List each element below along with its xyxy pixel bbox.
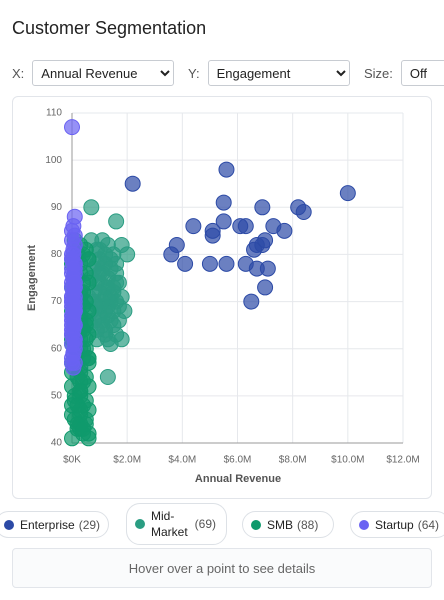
point <box>64 317 80 334</box>
legend-item[interactable]: SMB (88) <box>242 511 334 538</box>
point <box>276 222 293 239</box>
legend-label: Mid-Market <box>151 509 188 539</box>
chart: Annual Revenue Engagement 40 50 60 70 80 90 10… <box>26 108 420 485</box>
point <box>201 255 218 272</box>
legend-count: (64) <box>417 517 440 532</box>
point <box>64 232 80 249</box>
point <box>64 397 80 414</box>
point <box>163 246 180 263</box>
legend-count: (88) <box>297 517 319 532</box>
size-control: Size: Off <box>364 60 444 86</box>
point <box>108 213 125 230</box>
x-tick-label: $10.0M <box>331 455 364 466</box>
point <box>99 279 116 296</box>
legend-item[interactable]: Mid-Market (69) <box>126 503 227 545</box>
point <box>80 430 97 447</box>
x-axis-title: Annual Revenue <box>195 473 281 485</box>
y-tick-label: 110 <box>46 108 62 119</box>
point <box>218 255 235 272</box>
series-0 <box>124 161 356 310</box>
point <box>204 227 221 244</box>
point <box>215 194 232 211</box>
x-tick-label: $2.0M <box>113 455 141 466</box>
legend-item[interactable]: Enterprise (29) <box>0 511 109 538</box>
point <box>64 354 80 371</box>
y-control: Y: Engagement <box>188 60 350 86</box>
point <box>259 260 276 277</box>
control-label: X: <box>12 65 25 81</box>
point <box>215 213 232 230</box>
series-3 <box>64 119 83 376</box>
y-tick-label: 60 <box>51 343 63 354</box>
point <box>295 204 312 220</box>
y-tick-label: 70 <box>51 296 63 307</box>
point <box>257 279 274 296</box>
point <box>243 293 260 310</box>
point <box>246 241 263 258</box>
point <box>177 255 194 272</box>
x-tick-label: $6.0M <box>224 455 252 466</box>
legend-label: Enterprise <box>20 517 75 532</box>
y-tick-label: 100 <box>45 155 62 166</box>
y-tick-label: 80 <box>51 249 63 260</box>
point <box>185 218 202 235</box>
x-control: X: Annual Revenue <box>12 60 175 86</box>
x-tick-label: $8.0M <box>279 455 307 466</box>
point <box>99 369 116 385</box>
y-select[interactable]: Engagement <box>207 60 350 86</box>
legend-swatch <box>4 519 14 530</box>
legend-count: (69) <box>194 517 216 531</box>
point <box>237 218 254 235</box>
y-tick-label: 50 <box>51 390 63 401</box>
point <box>102 293 119 310</box>
y-tick-label: 90 <box>51 202 63 213</box>
page-title: Customer Segmentation <box>12 18 207 38</box>
control-label: Y: <box>188 65 200 81</box>
point <box>72 383 89 400</box>
point <box>83 199 100 216</box>
legend-count: (29) <box>78 517 101 532</box>
point <box>64 119 80 136</box>
x-tick-label: $4.0M <box>168 455 196 466</box>
legend-swatch <box>251 519 261 530</box>
legend-label: Startup <box>375 517 414 532</box>
legend-swatch <box>135 519 145 529</box>
control-label: Size: <box>364 65 393 81</box>
size-select[interactable]: Off <box>400 60 444 86</box>
legend-item[interactable]: Startup (64) <box>350 511 444 538</box>
point <box>254 199 271 216</box>
y-tick-label: 40 <box>51 438 63 449</box>
x-select[interactable]: Annual Revenue <box>32 60 175 86</box>
point <box>218 161 235 178</box>
point <box>80 350 97 367</box>
legend-label: SMB <box>267 517 294 532</box>
point <box>124 175 141 192</box>
hover-info: Hover over a point to see details <box>12 548 432 588</box>
x-tick-label: $12.0M <box>386 455 419 466</box>
point <box>339 185 356 202</box>
x-tick-label: $0K <box>63 455 81 466</box>
legend-swatch <box>359 519 369 530</box>
y-axis-title: Engagement <box>26 245 38 311</box>
point <box>66 303 83 319</box>
